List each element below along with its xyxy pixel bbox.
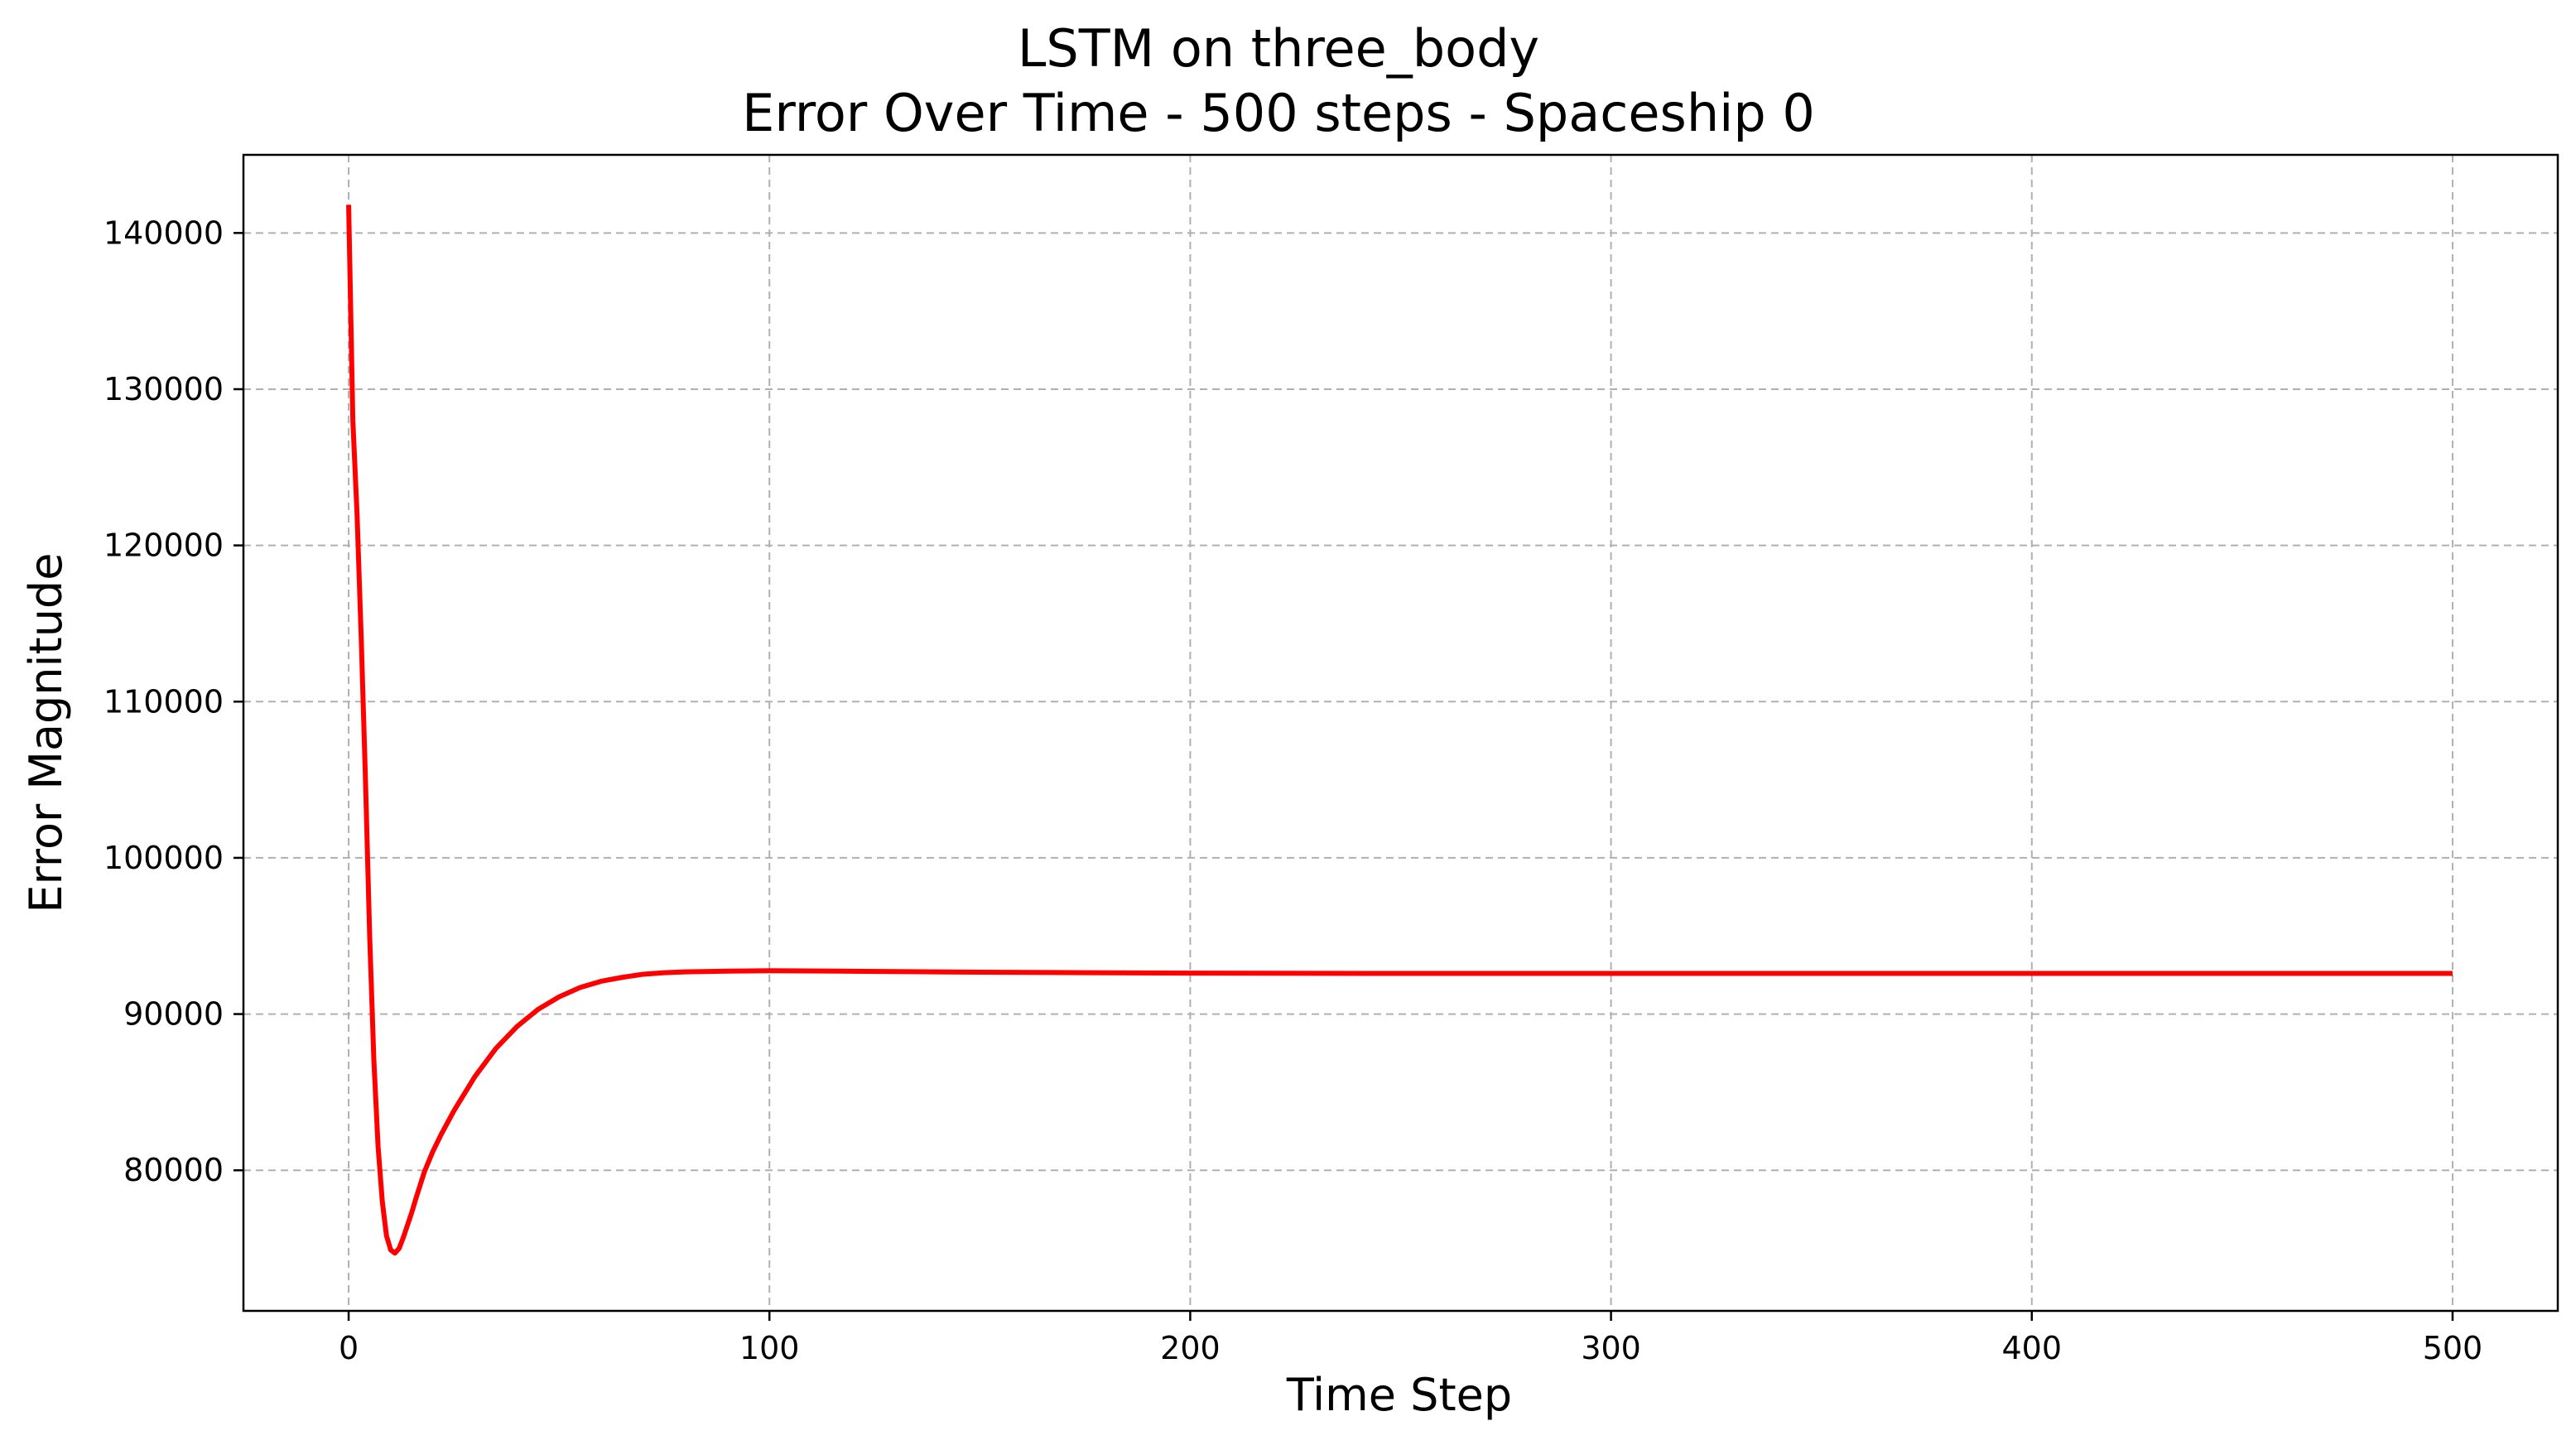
y-tick-label: 140000 <box>104 214 224 251</box>
chart-subtitle: Error Over Time - 500 steps - Spaceship … <box>742 83 1815 143</box>
x-tick-label: 500 <box>2423 1330 2483 1366</box>
chart-title: LSTM on three_body <box>1018 18 1539 79</box>
x-tick-label: 0 <box>339 1330 359 1366</box>
x-tick-label: 300 <box>1581 1330 1641 1366</box>
y-tick-label: 110000 <box>104 683 224 720</box>
y-axis-label: Error Magnitude <box>20 553 72 913</box>
grid <box>243 155 2558 1311</box>
y-tick-label: 90000 <box>123 996 224 1033</box>
x-tick-label: 100 <box>739 1330 800 1366</box>
axis-ticks: 0 100 200 300 400 500 80000 90000 100000 110000 12… <box>104 214 2482 1366</box>
y-tick-label: 130000 <box>104 371 224 407</box>
y-tick-label: 120000 <box>104 527 224 564</box>
x-axis-label: Time Step <box>1286 1369 1512 1421</box>
x-tick-label: 400 <box>2002 1330 2063 1366</box>
error-series-line <box>346 205 2453 1256</box>
plot-area-frame <box>242 153 2559 1313</box>
y-tick-label: 100000 <box>104 840 224 876</box>
y-tick-label: 80000 <box>123 1152 224 1188</box>
series-layer <box>346 205 2453 1256</box>
x-tick-label: 200 <box>1160 1330 1221 1366</box>
